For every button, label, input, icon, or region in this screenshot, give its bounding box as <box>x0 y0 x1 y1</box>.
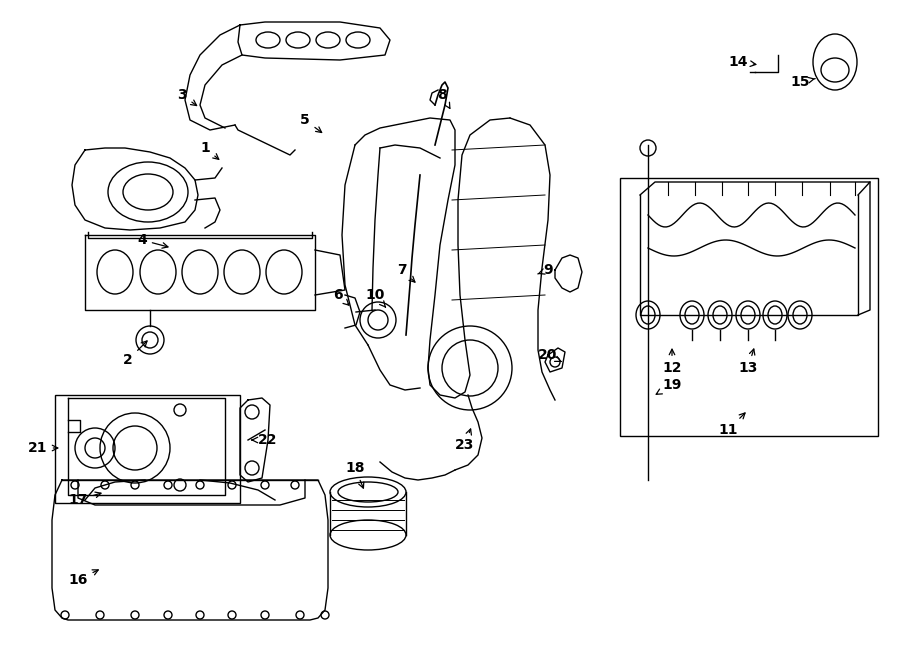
Text: 1: 1 <box>200 141 219 159</box>
Text: 2: 2 <box>123 341 147 367</box>
Text: 8: 8 <box>437 88 450 108</box>
Bar <box>620 178 878 436</box>
Text: 16: 16 <box>68 570 98 587</box>
Text: 13: 13 <box>738 349 758 375</box>
Text: 11: 11 <box>718 413 745 437</box>
Text: 19: 19 <box>656 378 681 395</box>
Text: 12: 12 <box>662 349 682 375</box>
Text: 14: 14 <box>728 55 756 69</box>
Text: 7: 7 <box>397 263 415 282</box>
Text: 15: 15 <box>790 75 815 89</box>
Text: 20: 20 <box>538 348 561 362</box>
Text: 5: 5 <box>300 113 321 132</box>
Text: 22: 22 <box>252 433 278 447</box>
Text: 23: 23 <box>455 429 474 452</box>
Text: 9: 9 <box>538 263 553 277</box>
Text: 6: 6 <box>333 288 349 305</box>
Text: 4: 4 <box>137 233 168 248</box>
Text: 21: 21 <box>28 441 58 455</box>
Text: 17: 17 <box>68 492 101 507</box>
Bar <box>55 395 240 503</box>
Text: 3: 3 <box>177 88 196 106</box>
Text: 10: 10 <box>365 288 385 307</box>
Text: 18: 18 <box>346 461 365 488</box>
